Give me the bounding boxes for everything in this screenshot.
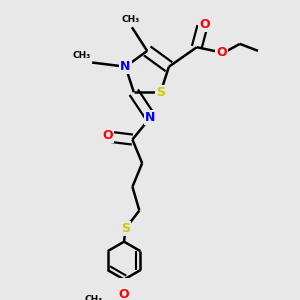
Text: S: S [121, 222, 130, 235]
Text: CH₃: CH₃ [73, 51, 91, 60]
Text: O: O [217, 46, 227, 59]
Text: O: O [102, 129, 113, 142]
Text: CH₃: CH₃ [85, 295, 103, 300]
Text: O: O [199, 19, 210, 32]
Text: S: S [156, 86, 165, 99]
Text: N: N [120, 60, 131, 73]
Text: O: O [119, 288, 129, 300]
Text: N: N [145, 111, 156, 124]
Text: CH₃: CH₃ [122, 16, 140, 25]
